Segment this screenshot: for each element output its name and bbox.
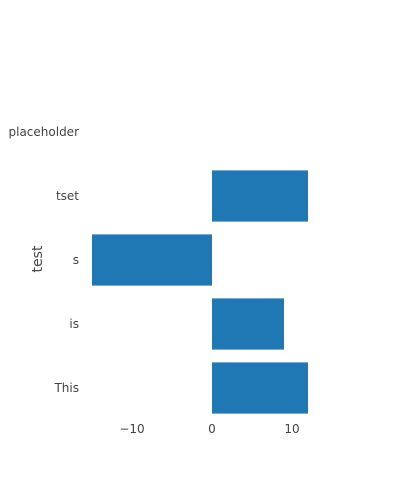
y-axis-title: test bbox=[30, 245, 46, 272]
y-axis-tick-labels: This is s tset placeholder bbox=[9, 125, 80, 395]
bar[interactable] bbox=[212, 298, 284, 350]
x-tick-label: 10 bbox=[284, 422, 299, 436]
plot-area bbox=[92, 170, 308, 414]
y-tick-label: is bbox=[69, 317, 79, 331]
y-tick-label: s bbox=[73, 253, 79, 267]
y-tick-label: This bbox=[53, 381, 79, 395]
bar[interactable] bbox=[92, 234, 212, 286]
x-axis-tick-labels: −10 0 10 bbox=[119, 422, 299, 436]
x-tick-label: 0 bbox=[208, 422, 216, 436]
y-tick-label: tset bbox=[56, 189, 79, 203]
bar[interactable] bbox=[212, 362, 308, 414]
x-tick-label: −10 bbox=[119, 422, 144, 436]
y-tick-label: placeholder bbox=[9, 125, 80, 139]
bar[interactable] bbox=[212, 170, 308, 222]
